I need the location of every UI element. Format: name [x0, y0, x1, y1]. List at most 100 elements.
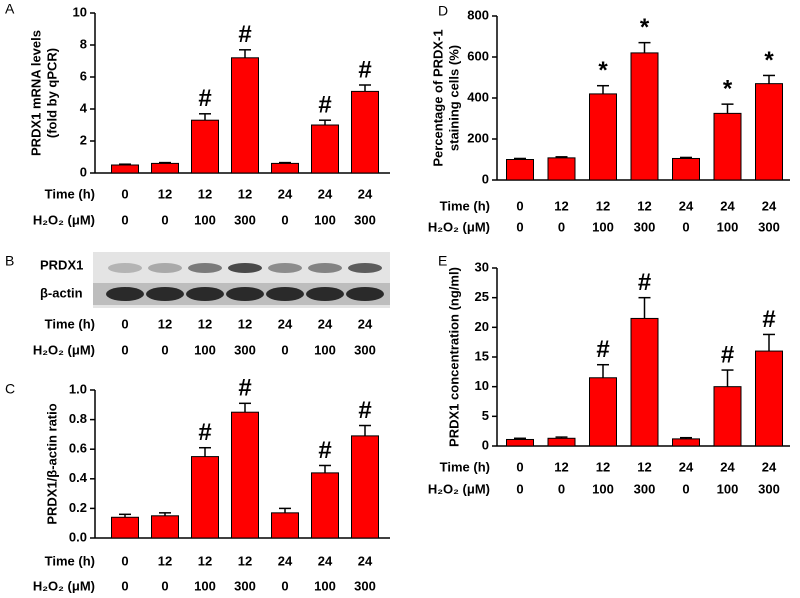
blot-band	[308, 263, 342, 273]
bar	[755, 83, 783, 181]
y-axis-label: Percentage of PRDX-1	[430, 29, 445, 166]
y-tick-label: 30	[475, 259, 489, 274]
blot-band	[266, 287, 304, 301]
x-tick-label: 300	[758, 481, 780, 496]
x-tick-label: 0	[558, 481, 565, 496]
x-tick-label: 0	[281, 342, 288, 357]
significance-marker: #	[238, 21, 251, 48]
x-tick-label: 0	[281, 578, 288, 593]
x-tick-label: 0	[121, 186, 128, 201]
error-bar	[514, 157, 526, 160]
x-tick-label: 300	[234, 342, 256, 357]
x-tick-label: 12	[637, 198, 651, 213]
bar	[755, 350, 783, 447]
error-bar	[199, 113, 211, 121]
error-bar	[721, 369, 734, 387]
x-tick-label: 100	[314, 578, 336, 593]
panel-letter: A	[5, 1, 15, 17]
x-tick-label: 100	[194, 342, 216, 357]
x-tick-label: 300	[354, 342, 376, 357]
y-tick-label: 400	[467, 89, 489, 104]
y-tick-label: 5	[482, 408, 489, 423]
error-bar	[159, 512, 171, 516]
x-tick-label: 12	[637, 459, 651, 474]
x-tick-label: 24	[679, 459, 694, 474]
error-bar	[555, 156, 568, 158]
blot-band	[268, 263, 302, 273]
x-tick-label: 0	[682, 481, 689, 496]
y-tick-label: 10	[73, 4, 87, 19]
y-axis-label: (fold by qPCR)	[44, 48, 59, 138]
x-tick-label: 24	[679, 198, 694, 213]
blot-band	[108, 263, 142, 273]
x-tick-label: 12	[158, 186, 172, 201]
x-tick-label: 12	[238, 186, 252, 201]
x-tick-label: 0	[161, 342, 168, 357]
y-tick-label: 1.0	[69, 381, 87, 396]
x-tick-label: 100	[717, 219, 739, 234]
error-bar	[514, 437, 526, 440]
blot-band	[106, 287, 144, 301]
band-label: PRDX1	[40, 257, 83, 272]
x-tick-label: 300	[758, 219, 780, 234]
x-tick-label: 12	[158, 316, 172, 331]
x-tick-label: 100	[194, 212, 216, 227]
y-tick-label: 10	[475, 378, 489, 393]
error-bar	[279, 161, 291, 164]
bar	[713, 112, 742, 181]
x-tick-label: 12	[198, 186, 212, 201]
bar	[231, 411, 259, 539]
x-tick-label: 0	[516, 219, 523, 234]
error-bar	[279, 507, 291, 513]
row-label: H₂O₂ (μM)	[33, 212, 95, 227]
bar	[271, 512, 299, 539]
y-tick-label: 0.6	[69, 441, 87, 456]
y-tick-label: 20	[475, 319, 489, 334]
y-tick-label: 600	[467, 48, 489, 63]
error-bar	[638, 296, 651, 319]
bar	[547, 437, 576, 447]
blot-band	[306, 287, 344, 301]
bar	[589, 377, 617, 447]
significance-marker: *	[764, 47, 774, 74]
x-tick-label: 24	[318, 316, 333, 331]
x-tick-label: 0	[682, 219, 689, 234]
error-bar	[199, 446, 211, 457]
x-tick-label: 300	[234, 578, 256, 593]
error-bar	[597, 363, 609, 378]
bar	[672, 438, 700, 447]
error-bar	[680, 156, 692, 159]
x-tick-label: 0	[558, 219, 565, 234]
x-tick-label: 12	[238, 316, 252, 331]
error-bar	[359, 424, 371, 436]
x-tick-label: 12	[596, 198, 610, 213]
x-tick-label: 0	[516, 459, 523, 474]
blot-band	[186, 287, 224, 301]
x-tick-label: 0	[121, 316, 128, 331]
x-tick-label: 24	[358, 316, 373, 331]
significance-marker: #	[358, 56, 371, 83]
bar	[506, 438, 534, 447]
blot-band	[346, 287, 384, 301]
x-tick-label: 100	[314, 342, 336, 357]
x-tick-label: 24	[278, 316, 293, 331]
bar	[191, 456, 219, 539]
x-tick-label: 24	[358, 186, 373, 201]
x-tick-label: 300	[354, 578, 376, 593]
x-tick-label: 24	[720, 198, 735, 213]
bar	[311, 472, 339, 539]
y-tick-label: 6	[80, 68, 87, 83]
bar	[111, 516, 139, 539]
bar	[351, 435, 379, 539]
bar	[630, 52, 659, 181]
y-tick-label: 0	[482, 437, 489, 452]
x-tick-label: 24	[318, 553, 333, 568]
y-tick-label: 15	[475, 348, 489, 363]
x-tick-label: 0	[516, 481, 523, 496]
y-tick-label: 200	[467, 130, 489, 145]
y-tick-label: 4	[80, 100, 88, 115]
y-tick-label: 2	[80, 132, 87, 147]
y-axis-label: staining cells (%)	[446, 45, 461, 151]
error-bar	[119, 163, 131, 165]
